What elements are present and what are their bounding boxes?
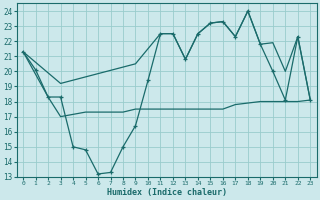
X-axis label: Humidex (Indice chaleur): Humidex (Indice chaleur)	[107, 188, 227, 197]
